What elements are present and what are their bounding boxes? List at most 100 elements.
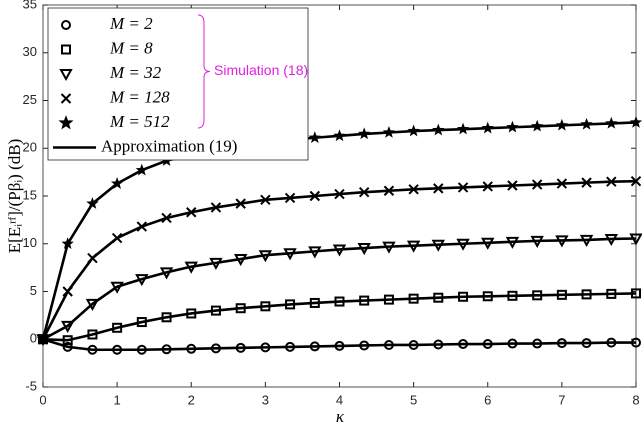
y-tick-label: 35 [23,0,37,11]
marker [433,339,444,350]
legend-label: M = 32 [109,63,162,82]
x-tick-label: 3 [262,392,269,407]
marker [136,344,147,355]
marker [580,117,593,130]
marker [308,131,321,144]
marker [358,127,371,140]
legend-box [47,7,309,161]
marker [606,337,617,348]
x-tick-label: 0 [39,392,46,407]
marker [605,116,618,129]
marker [507,290,518,301]
marker [358,186,370,198]
marker [606,288,617,299]
annotation: Simulation (18) [214,62,308,78]
marker [629,233,642,246]
y-tick-label: 25 [23,92,37,107]
marker [161,312,172,323]
marker [433,292,444,303]
marker [283,248,297,261]
marker [110,281,124,294]
marker [61,44,71,55]
marker [556,289,567,300]
x-axis-label: κ [336,407,345,426]
x-tick-label: 4 [336,392,343,407]
marker [604,233,619,247]
marker [260,301,271,312]
marker [161,344,172,355]
y-tick-label: 5 [30,283,37,298]
marker [60,320,75,333]
marker [532,338,543,349]
marker [112,344,123,355]
marker [359,295,370,306]
marker [62,341,73,352]
marker [309,341,320,352]
legend-label: M = 2 [109,14,153,33]
marker [482,339,493,350]
approximation-line [42,237,637,341]
y-axis-label: E[Eᵢʳᶠ]/(Pβᵢ) (dB) [5,139,24,253]
legend-label: M = 512 [109,112,170,131]
marker [630,175,642,187]
x-tick-label: 2 [188,392,195,407]
marker [456,122,470,135]
marker [532,290,543,301]
legend-label: Approximation (19) [101,136,237,155]
marker [382,241,396,254]
marker [258,250,273,263]
marker [334,188,345,200]
marker [309,297,320,308]
x-tick-label: 8 [632,392,639,407]
marker [136,221,148,232]
marker [408,184,419,195]
marker [383,185,395,196]
marker [383,294,394,305]
marker [210,305,221,316]
y-tick-label: 20 [23,140,37,155]
marker [309,190,321,202]
legend: M = 2 M = 8 M = 32 M = 128 M = 512 Approximat… [47,7,309,161]
marker [209,257,223,270]
marker [506,120,519,133]
marker [235,198,246,209]
marker [87,252,98,264]
marker [285,341,296,352]
y-tick-label: 0 [30,331,37,346]
marker [482,291,493,302]
marker [431,239,446,252]
marker [481,121,494,134]
x-tick-label: 5 [410,392,417,407]
marker [36,332,50,345]
marker [186,207,197,218]
marker [383,339,394,350]
marker [433,183,444,194]
marker [407,124,420,137]
marker [285,299,296,310]
marker [308,246,322,259]
marker [631,337,641,348]
marker [62,286,73,297]
marker [456,238,470,251]
marker [210,202,222,213]
marker [432,123,445,136]
marker [458,339,469,350]
marker [111,232,123,244]
y-tick-label: 10 [23,235,37,250]
marker [357,243,371,256]
marker [531,179,543,190]
marker [556,178,568,189]
marker [110,177,124,189]
marker [186,343,197,354]
marker [457,182,469,193]
marker [86,197,99,209]
y-tick-label: 15 [23,187,37,202]
marker [62,335,73,346]
marker [60,93,72,104]
marker [581,338,592,349]
marker [505,236,520,249]
marker [235,303,246,314]
marker [135,274,149,287]
approximation-line [42,292,637,342]
